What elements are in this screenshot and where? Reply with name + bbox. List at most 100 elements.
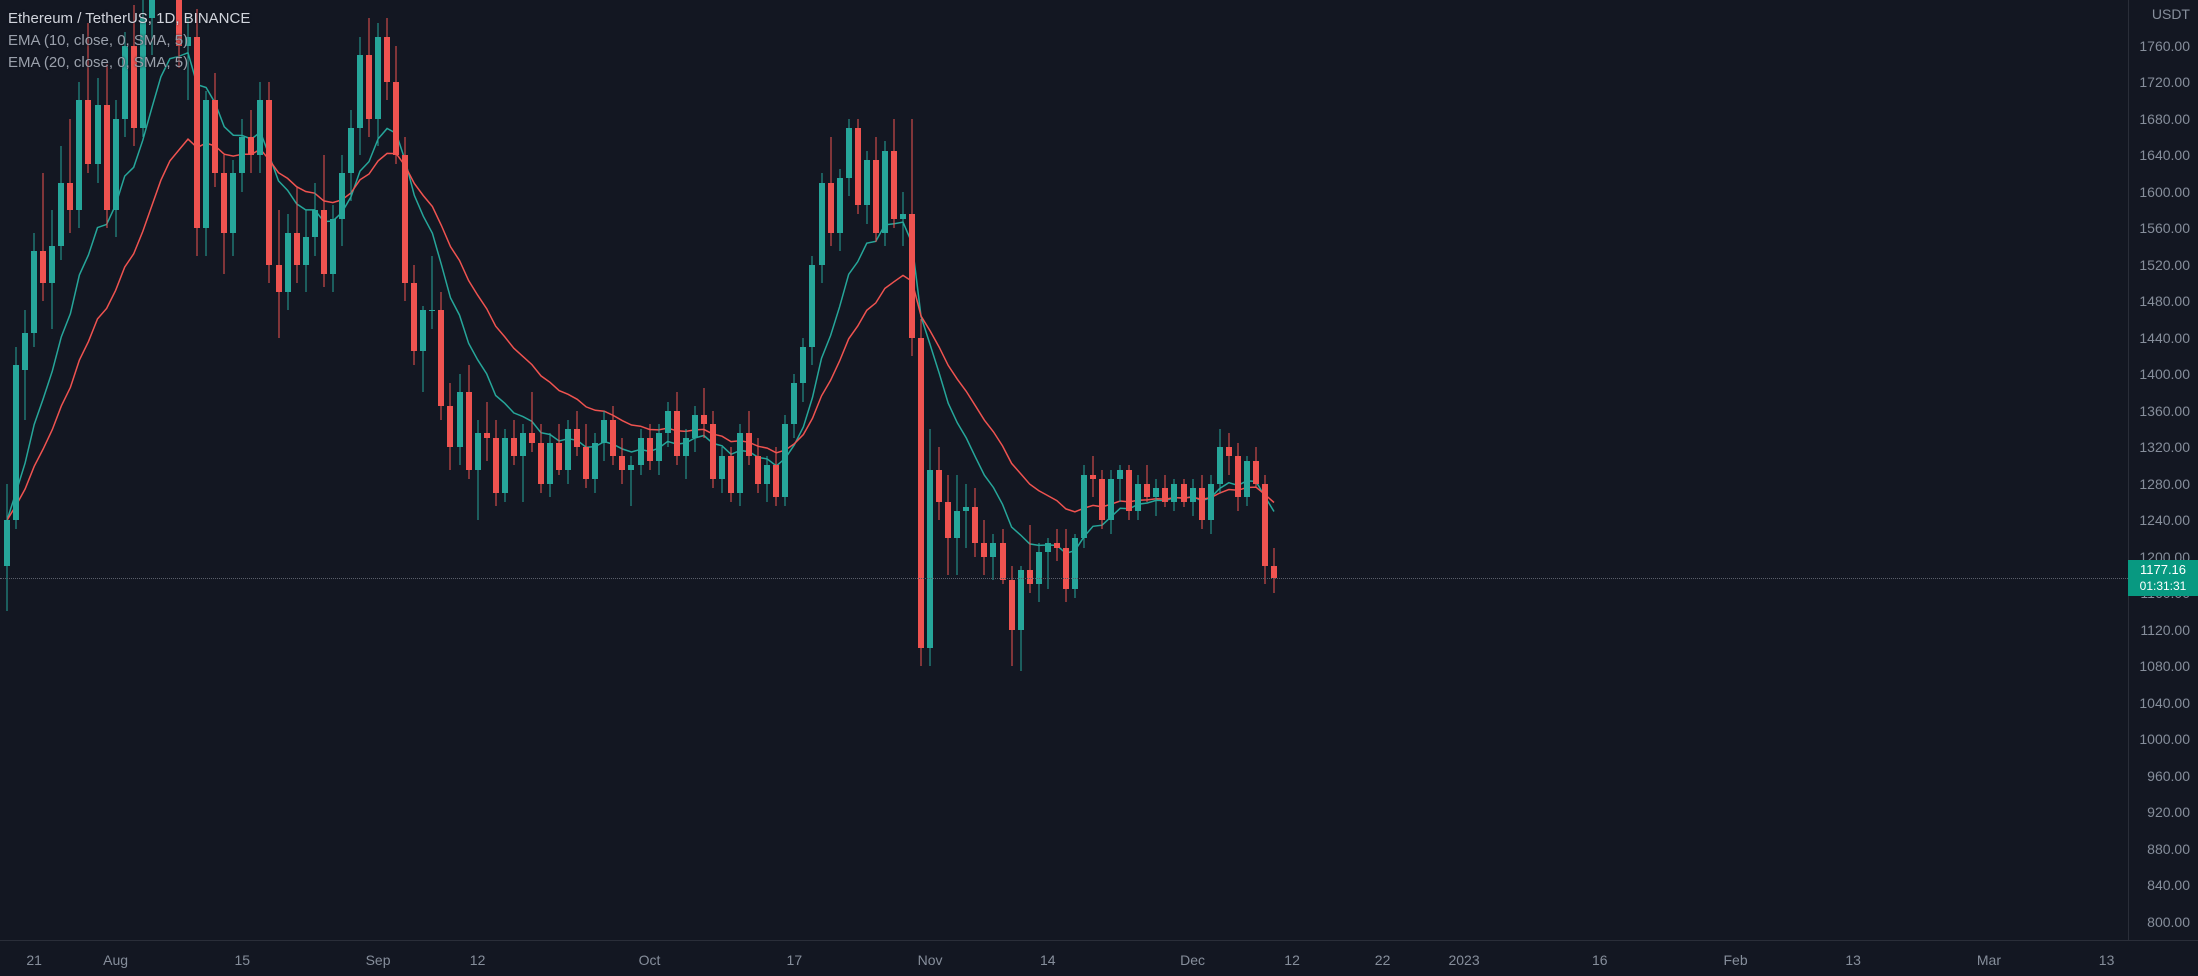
candle xyxy=(411,0,417,940)
candle xyxy=(927,0,933,940)
candle xyxy=(185,0,191,940)
candle xyxy=(167,0,173,940)
indicator-ema20[interactable]: EMA (20, close, 0, SMA, 5) xyxy=(8,52,250,74)
candle xyxy=(429,0,435,940)
x-tick: 12 xyxy=(470,952,486,968)
candle xyxy=(1235,0,1241,940)
candle xyxy=(1208,0,1214,940)
candle xyxy=(502,0,508,940)
candle xyxy=(1054,0,1060,940)
chart-plot-area[interactable] xyxy=(0,0,2129,941)
candle xyxy=(176,0,182,940)
candle xyxy=(22,0,28,940)
candle xyxy=(701,0,707,940)
candle xyxy=(266,0,272,940)
y-tick: 1760.00 xyxy=(2139,38,2190,54)
candle xyxy=(131,0,137,940)
candle xyxy=(1199,0,1205,940)
x-axis[interactable]: 21Aug15Sep12Oct17Nov14Dec1222202316Feb13… xyxy=(0,940,2128,976)
y-tick: 1000.00 xyxy=(2139,731,2190,747)
last-price-countdown: 01:31:31 xyxy=(2128,578,2198,594)
candle xyxy=(402,0,408,940)
x-tick: Nov xyxy=(918,952,943,968)
candle xyxy=(58,0,64,940)
candle xyxy=(719,0,725,940)
x-tick: 22 xyxy=(1375,952,1391,968)
candle xyxy=(882,0,888,940)
candle xyxy=(710,0,716,940)
candle xyxy=(963,0,969,940)
candle xyxy=(13,0,19,940)
y-tick: 960.00 xyxy=(2147,768,2190,784)
last-price-value: 1177.16 xyxy=(2128,562,2198,578)
candle xyxy=(1027,0,1033,940)
candle xyxy=(357,0,363,940)
candle xyxy=(1171,0,1177,940)
indicator-ema10[interactable]: EMA (10, close, 0, SMA, 5) xyxy=(8,30,250,52)
candle xyxy=(104,0,110,940)
chart-legend: Ethereum / TetherUS, 1D, BINANCE EMA (10… xyxy=(8,8,250,74)
candle xyxy=(873,0,879,940)
candle xyxy=(113,0,119,940)
last-price-tag: 1177.16 01:31:31 xyxy=(2128,560,2198,596)
candle xyxy=(212,0,218,940)
candle xyxy=(909,0,915,940)
candle xyxy=(248,0,254,940)
candle xyxy=(692,0,698,940)
x-tick: 21 xyxy=(26,952,42,968)
candle xyxy=(846,0,852,940)
candle xyxy=(330,0,336,940)
candle xyxy=(366,0,372,940)
candle xyxy=(466,0,472,940)
candle xyxy=(312,0,318,940)
candle xyxy=(149,0,155,940)
candle xyxy=(493,0,499,940)
candle xyxy=(49,0,55,940)
x-tick: 2023 xyxy=(1448,952,1479,968)
x-tick: Mar xyxy=(1977,952,2001,968)
candle xyxy=(746,0,752,940)
x-tick: Oct xyxy=(639,952,661,968)
candle xyxy=(628,0,634,940)
candle xyxy=(855,0,861,940)
candle xyxy=(303,0,309,940)
candle xyxy=(864,0,870,940)
candle xyxy=(511,0,517,940)
candle xyxy=(1045,0,1051,940)
candle xyxy=(321,0,327,940)
candle xyxy=(1063,0,1069,940)
candle xyxy=(348,0,354,940)
candle xyxy=(945,0,951,940)
y-tick: 1440.00 xyxy=(2139,330,2190,346)
candle xyxy=(194,0,200,940)
candle xyxy=(936,0,942,940)
candle xyxy=(276,0,282,940)
candle xyxy=(665,0,671,940)
candle xyxy=(140,0,146,940)
candle xyxy=(294,0,300,940)
y-tick: 1040.00 xyxy=(2139,695,2190,711)
candle xyxy=(601,0,607,940)
candle xyxy=(918,0,924,940)
y-tick: 800.00 xyxy=(2147,914,2190,930)
candle xyxy=(475,0,481,940)
candle xyxy=(1036,0,1042,940)
candle xyxy=(1271,0,1277,940)
candle xyxy=(610,0,616,940)
symbol-title[interactable]: Ethereum / TetherUS, 1D, BINANCE xyxy=(8,8,250,30)
candle xyxy=(257,0,263,940)
candle xyxy=(40,0,46,940)
x-tick: Dec xyxy=(1180,952,1205,968)
candle xyxy=(764,0,770,940)
y-tick: 1680.00 xyxy=(2139,111,2190,127)
candle xyxy=(520,0,526,940)
candle xyxy=(737,0,743,940)
candle xyxy=(420,0,426,940)
candle xyxy=(122,0,128,940)
candle xyxy=(1126,0,1132,940)
x-tick: 12 xyxy=(1284,952,1300,968)
candle xyxy=(1081,0,1087,940)
y-axis[interactable]: USDT 1760.001720.001680.001640.001600.00… xyxy=(2128,0,2198,941)
x-tick: 17 xyxy=(787,952,803,968)
candle xyxy=(828,0,834,940)
